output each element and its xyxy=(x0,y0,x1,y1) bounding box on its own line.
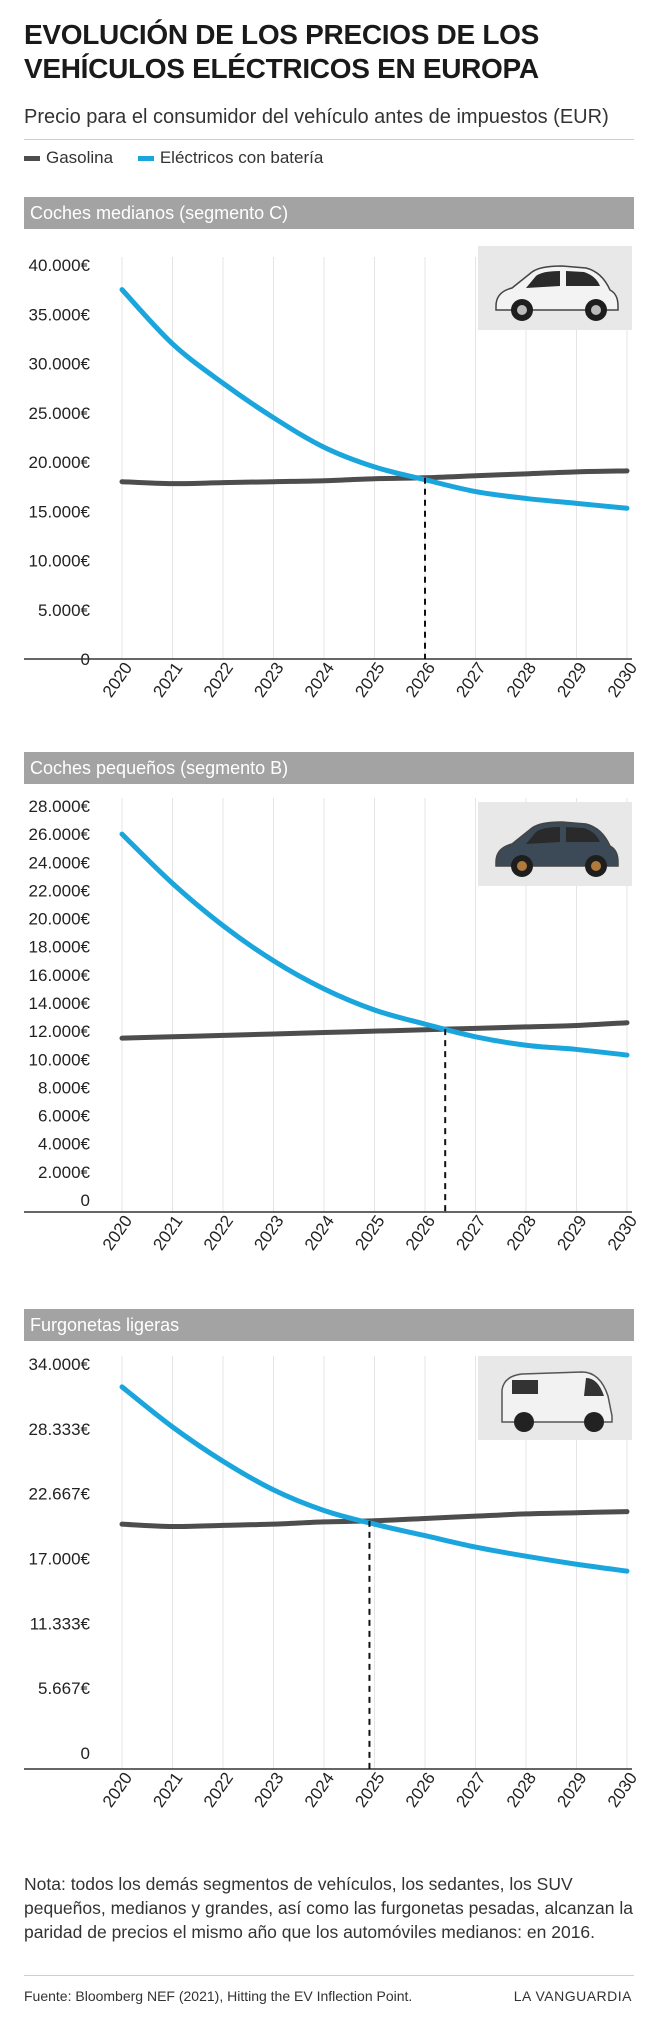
y-tick-label: 4.000€ xyxy=(38,1135,91,1154)
x-tick-label: 2021 xyxy=(149,1212,186,1254)
y-tick-label: 16.000€ xyxy=(29,966,91,985)
y-tick-label: 11.333€ xyxy=(30,1614,91,1633)
series-line-ev xyxy=(119,831,630,1058)
y-tick-label: 22.000€ xyxy=(29,881,91,900)
y-tick-label: 15.000€ xyxy=(29,502,91,521)
legend-label-gasoline: Gasolina xyxy=(46,148,114,167)
x-tick-label: 2026 xyxy=(402,659,439,701)
x-tick-label: 2030 xyxy=(604,659,641,701)
x-tick-label: 2024 xyxy=(301,1769,338,1811)
x-tick-label: 2029 xyxy=(553,1212,590,1254)
y-tick-label: 10.000€ xyxy=(29,552,91,571)
white-van-icon xyxy=(501,1371,613,1432)
series-line-gasoline xyxy=(119,1509,630,1529)
brand-logo-text: LA VANGUARDIA xyxy=(513,1988,632,2004)
vehicle-image-white-van xyxy=(478,1356,632,1440)
x-tick-label: 2030 xyxy=(604,1212,641,1254)
y-tick-label: 28.000€ xyxy=(29,797,91,816)
divider xyxy=(24,1975,634,1976)
dark-blue-hatchback-car-icon xyxy=(495,821,619,877)
legend-swatch-ev xyxy=(137,156,154,162)
x-tick-label: 2023 xyxy=(250,659,287,701)
y-tick-label: 22.667€ xyxy=(29,1485,91,1504)
y-tick-label: 10.000€ xyxy=(29,1050,91,1069)
chart-title: Coches pequeños (segmento B) xyxy=(24,752,634,784)
series-line-ev xyxy=(119,287,630,511)
x-tick-label: 2027 xyxy=(452,659,489,701)
x-tick-label: 2030 xyxy=(604,1769,641,1811)
y-tick-label: 40.000€ xyxy=(29,256,91,275)
y-tick-label: 30.000€ xyxy=(29,355,91,374)
x-tick-label: 2022 xyxy=(200,659,237,701)
vehicle-image-white-hatchback-car xyxy=(478,246,632,330)
vehicle-image-dark-blue-hatchback-car xyxy=(478,802,632,886)
series-line-gasoline xyxy=(119,468,630,487)
y-tick-label: 17.000€ xyxy=(29,1550,91,1569)
x-tick-label: 2025 xyxy=(351,1212,388,1254)
y-tick-label: 8.000€ xyxy=(38,1078,91,1097)
x-tick-label: 2028 xyxy=(503,1212,540,1254)
legend-item-gasoline: Gasolina xyxy=(24,148,113,168)
y-tick-label: 0 xyxy=(81,1191,90,1210)
y-tick-label: 18.000€ xyxy=(29,938,91,957)
x-tick-label: 2027 xyxy=(452,1212,489,1254)
y-tick-label: 25.000€ xyxy=(29,404,91,423)
y-tick-label: 35.000€ xyxy=(29,305,91,324)
y-tick-label: 20.000€ xyxy=(29,453,91,472)
divider xyxy=(24,139,634,140)
y-tick-label: 5.667€ xyxy=(38,1679,91,1698)
source-credit: Fuente: Bloomberg NEF (2021), Hitting th… xyxy=(24,1988,413,2004)
y-tick-label: 0 xyxy=(81,1744,90,1763)
x-tick-label: 2022 xyxy=(200,1212,237,1254)
y-tick-label: 5.000€ xyxy=(38,601,91,620)
x-tick-label: 2025 xyxy=(351,1769,388,1811)
x-tick-label: 2024 xyxy=(301,659,338,701)
legend: Gasolina Eléctricos con batería xyxy=(24,148,343,168)
x-tick-label: 2023 xyxy=(250,1769,287,1811)
legend-swatch-gasoline xyxy=(24,156,40,162)
y-tick-label: 26.000€ xyxy=(29,825,91,844)
y-tick-label: 14.000€ xyxy=(29,994,91,1013)
y-tick-label: 34.000€ xyxy=(29,1355,91,1374)
y-tick-label: 28.333€ xyxy=(29,1420,91,1439)
x-tick-label: 2024 xyxy=(301,1212,338,1254)
x-tick-label: 2029 xyxy=(553,1769,590,1811)
y-tick-label: 2.000€ xyxy=(38,1163,91,1182)
x-tick-label: 2026 xyxy=(402,1769,439,1811)
y-tick-label: 12.000€ xyxy=(29,1022,91,1041)
white-hatchback-car-icon xyxy=(495,265,619,321)
y-tick-label: 6.000€ xyxy=(38,1107,91,1126)
y-tick-label: 24.000€ xyxy=(29,853,91,872)
x-tick-label: 2023 xyxy=(250,1212,287,1254)
y-tick-label: 20.000€ xyxy=(29,910,91,929)
x-tick-label: 2025 xyxy=(351,659,388,701)
x-tick-label: 2020 xyxy=(99,1769,136,1811)
main-title: EVOLUCIÓN DE LOS PRECIOS DE LOS VEHÍCULO… xyxy=(24,19,539,84)
line-chart: 05.000€10.000€15.000€20.000€25.000€30.00… xyxy=(24,256,641,701)
line-chart: 0 2.000€ 4.000€ 6.000€ 8.000€ 10.000€ 12.000€ 1… xyxy=(24,797,641,1254)
subtitle: Precio para el consumidor del vehículo a… xyxy=(24,106,609,128)
x-tick-label: 2020 xyxy=(99,659,136,701)
x-tick-label: 2022 xyxy=(200,1769,237,1811)
x-tick-label: 2028 xyxy=(503,1769,540,1811)
x-tick-label: 2021 xyxy=(149,1769,186,1811)
x-tick-label: 2027 xyxy=(452,1769,489,1811)
legend-label-ev: Eléctricos con batería xyxy=(159,148,324,167)
series-line-ev xyxy=(119,1384,630,1574)
x-tick-label: 2029 xyxy=(553,659,590,701)
legend-item-ev: Eléctricos con batería xyxy=(137,148,324,168)
chart-title: Coches medianos (segmento C) xyxy=(24,197,634,229)
chart-title: Furgonetas ligeras xyxy=(24,1309,634,1341)
series-line-gasoline xyxy=(119,1020,630,1041)
x-tick-label: 2026 xyxy=(402,1212,439,1254)
x-tick-label: 2021 xyxy=(149,659,186,701)
x-tick-label: 2020 xyxy=(99,1212,136,1254)
footnote: Nota: todos los demás segmentos de vehíc… xyxy=(24,1874,633,1942)
line-chart: 0 5.667€ 11.333€ 17.000€ 22.667€ 28.333€ 34.00… xyxy=(24,1355,641,1811)
x-tick-label: 2028 xyxy=(503,659,540,701)
